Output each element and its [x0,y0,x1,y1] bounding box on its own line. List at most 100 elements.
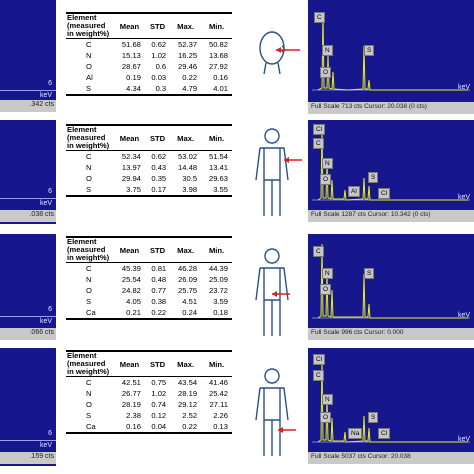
value-cell: 53.02 [178,152,198,161]
sample-row-4: 6 keV .159 cts Element (measured in weig… [0,348,474,474]
value-cell: 0.24 [182,308,198,317]
peak-label: Na [348,428,363,439]
table-body: C 45.39 0.81 46.28 44.39 N 25.54 0.48 26.09 25.09… [66,263,232,319]
value-cell: 0.22 [182,73,198,82]
table-row: N 13.97 0.43 14.48 13.41 [66,162,232,173]
value-cell: 14.48 [178,163,198,172]
table-body: C 52.34 0.62 53.02 51.54 N 13.97 0.43 14.48 13.41… [66,151,232,196]
kev-label: keV [39,200,52,207]
col-element: Element (measured in weight%) [67,351,110,376]
spectrum-footer: Full Scale 1287 cts Cursor: 10.342 (0 ct… [308,210,474,222]
value-cell: 0.16 [213,73,228,82]
table-row: O 28.67 0.6 29.46 27.92 [66,61,232,72]
value-cell: 0.75 [151,378,167,387]
value-cell: 42.51 [121,378,141,387]
table-row: S 4.34 0.3 4.79 4.01 [66,83,232,95]
element-cell: N [86,51,92,60]
value-cell: 0.62 [151,40,167,49]
element-cell: N [86,389,92,398]
peak-label: S [364,268,375,279]
col-min: Min. [208,133,225,143]
value-cell: 0.3 [155,84,167,93]
value-cell: 0.6 [155,62,167,71]
peak-label: N [322,394,333,405]
element-cell: S [86,185,92,194]
col-std: STD [149,21,166,31]
value-cell: 1.02 [151,389,167,398]
head-figure-icon [259,31,300,75]
table-row: S 2.38 0.12 2.52 2.26 [66,410,232,421]
count-footer: .159 cts [0,452,56,464]
peak-label: C [314,12,325,23]
peak-label: N [322,268,333,279]
eds-spectrum-1: C N O S keV [308,0,474,102]
peak-label: S [368,172,379,183]
value-cell: 0.19 [126,73,141,82]
table-row: N 25.54 0.48 26.09 25.09 [66,274,232,285]
peak-label: S [368,412,379,423]
col-mean: Mean [119,245,140,255]
value-cell: 51.54 [208,152,228,161]
body-figure-icon [255,368,296,456]
value-cell: 2.38 [126,411,141,420]
value-cell: 3.98 [182,185,198,194]
peak-label: N [322,158,333,169]
col-min: Min. [208,21,225,31]
spectrum-footer: Full Scale 713 cts Cursor: 20.038 (0 cts… [308,102,474,114]
spectrum-axis [0,440,56,441]
col-max: Max. [177,133,195,143]
value-cell: 0.04 [151,422,167,431]
axis-max-label: 6 [48,430,52,437]
value-cell: 52.37 [178,40,198,49]
table-row: O 24.82 0.77 25.75 23.72 [66,285,232,296]
peak-label: C [313,246,324,257]
element-cell: O [86,174,92,183]
value-cell: 44.39 [208,264,228,273]
element-table-3: Element (measured in weight%) Mean STD M… [66,236,232,320]
value-cell: 0.13 [213,422,228,431]
element-cell: O [86,62,92,71]
table-row: N 15.13 1.02 16.25 13.68 [66,50,232,61]
body-figure-icon [255,128,302,216]
value-cell: 43.54 [178,378,198,387]
value-cell: 4.34 [126,84,141,93]
value-cell: 45.39 [121,264,141,273]
value-cell: 0.74 [151,400,167,409]
col-mean: Mean [119,133,140,143]
sample-row-3: 6 keV .066 cts Element (measured in weig… [0,234,474,346]
value-cell: 3.55 [213,185,228,194]
spectrum-axis [0,316,56,317]
left-spectrum-1: 6 keV .342 cts [0,0,56,112]
peak-label: C [313,370,324,381]
table-row: C 45.39 0.81 46.28 44.39 [66,263,232,275]
value-cell: 30.5 [182,174,198,183]
peak-label: Cl [313,124,326,135]
element-table-2: Element (measured in weight%) Mean STD M… [66,124,232,197]
col-max: Max. [177,245,195,255]
table-row: O 29.94 0.35 30.5 29.63 [66,173,232,184]
peak-label: N [322,45,333,56]
col-element: Element (measured in weight%) [67,13,110,38]
value-cell: 13.97 [121,163,141,172]
value-cell: 0.35 [151,174,167,183]
kev-label: keV [457,84,470,91]
table-row: C 42.51 0.75 43.54 41.46 [66,377,232,389]
value-cell: 50.82 [208,40,228,49]
value-cell: 0.12 [151,411,167,420]
table-row: O 28.19 0.74 29.12 27.11 [66,399,232,410]
peak-label: Al [348,186,360,197]
peak-label: S [364,45,375,56]
value-cell: 26.09 [178,275,198,284]
spectrum-footer: Full Scale 5037 cts Cursor: 20.038 [308,452,474,464]
value-cell: 51.68 [121,40,141,49]
value-cell: 0.38 [151,297,167,306]
value-cell: 2.26 [213,411,228,420]
spectrum-footer: Full Scale 996 cts Cursor: 0.000 [308,328,474,340]
kev-label: keV [457,436,470,443]
value-cell: 27.11 [209,400,228,409]
value-cell: 29.63 [208,174,228,183]
count-footer: .066 cts [0,328,56,340]
col-element: Element (measured in weight%) [67,237,110,262]
kev-label: keV [457,194,470,201]
value-cell: 0.81 [151,264,167,273]
